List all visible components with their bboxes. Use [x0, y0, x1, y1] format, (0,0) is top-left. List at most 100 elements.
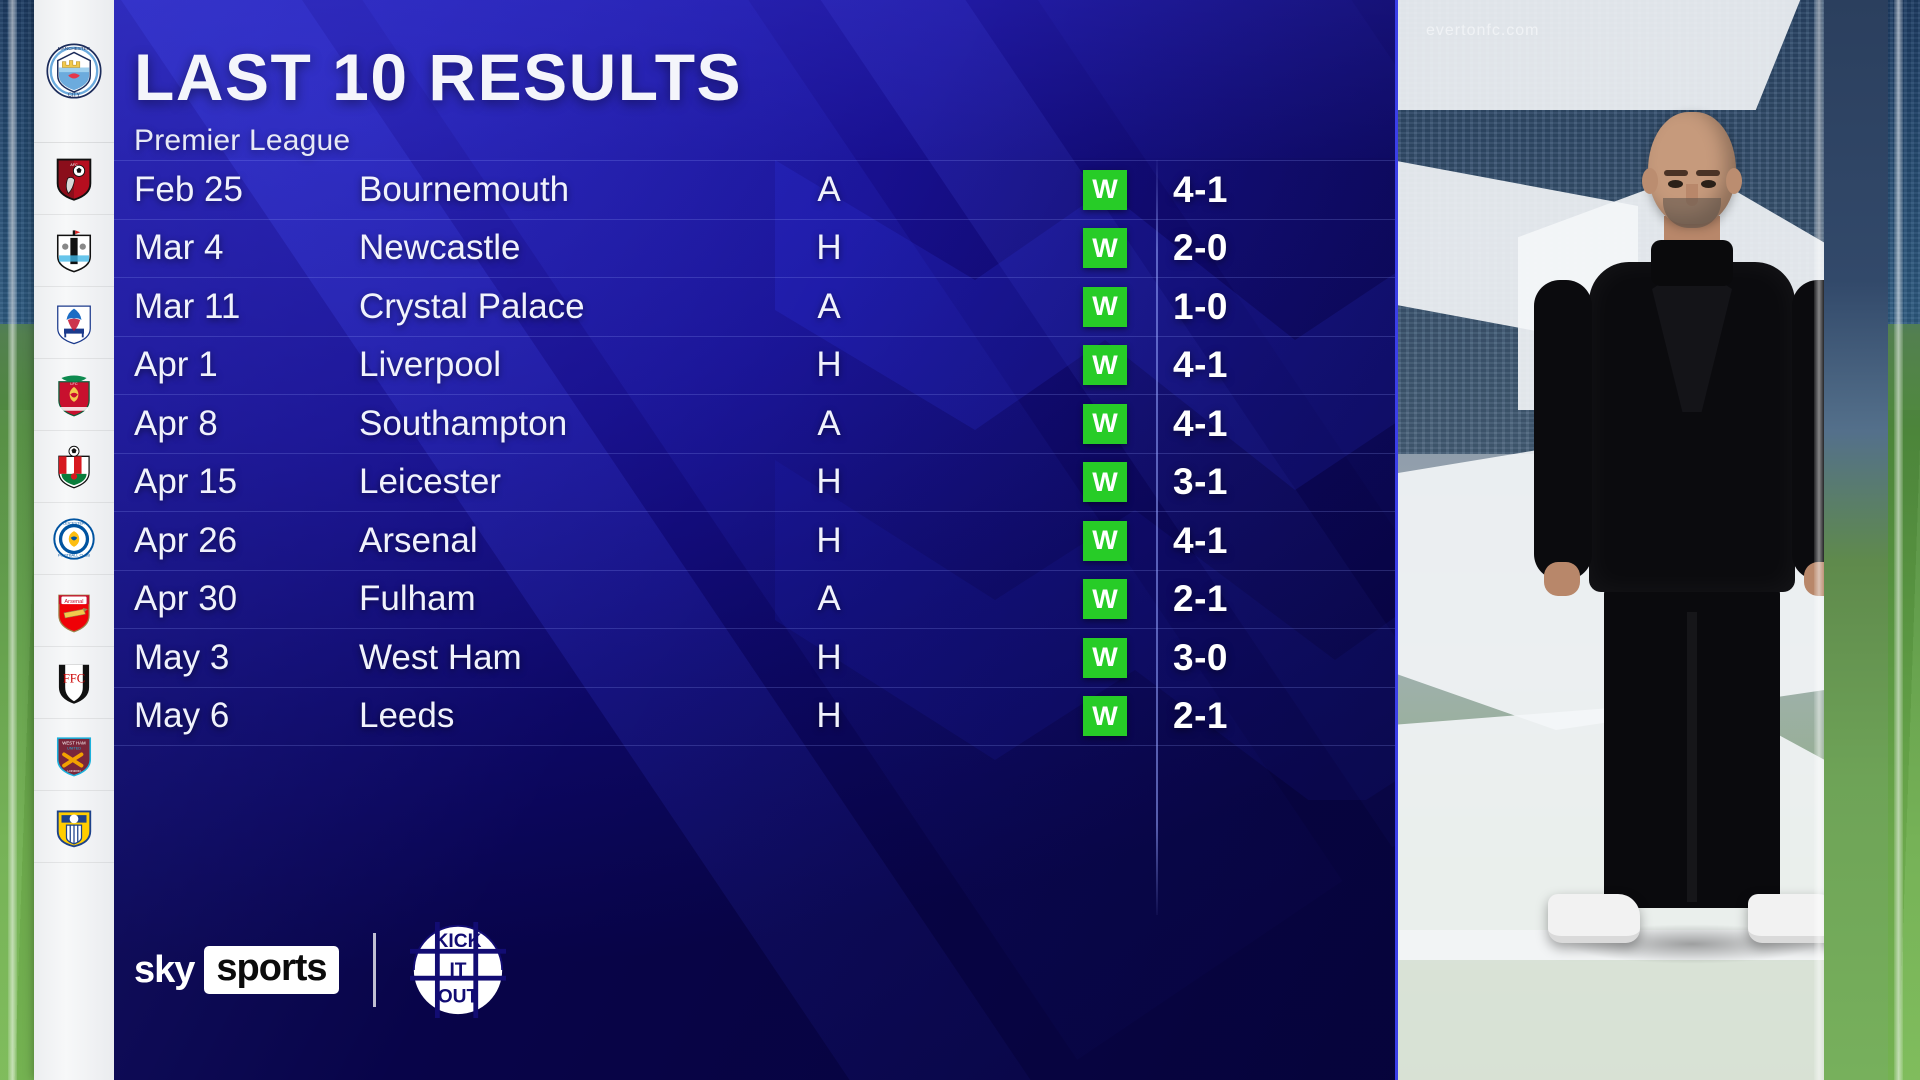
figure-arm-left — [1534, 280, 1592, 580]
manager-photo-panel: evertonfc.com — [1395, 0, 1888, 1080]
rail-item-opponent-5[interactable] — [34, 431, 114, 503]
figure-eye-left — [1668, 180, 1683, 188]
cell-date: Apr 15 — [134, 462, 238, 502]
cell-venue: H — [816, 345, 842, 385]
rail-item-opponent-6[interactable]: LEICESTER FOOTBALL CLUB — [34, 503, 114, 575]
table-row[interactable]: May 6 Leeds H W 2-1 — [114, 686, 1395, 746]
table-row[interactable]: Mar 11 Crystal Palace A W 1-0 — [114, 277, 1395, 336]
sky-wordmark: sky — [134, 948, 195, 991]
cell-date: May 6 — [134, 696, 230, 736]
figure-shoe-left — [1548, 894, 1640, 943]
table-row[interactable]: Feb 25 Bournemouth A W 4-1 — [114, 160, 1395, 219]
photo-glass-edge — [1814, 0, 1824, 1080]
result-badge: W — [1083, 286, 1127, 327]
cell-venue: H — [816, 696, 842, 736]
cell-result: W — [1065, 403, 1145, 444]
stadium-post-left — [8, 0, 17, 1080]
svg-text:FOOTBALL CLUB: FOOTBALL CLUB — [58, 552, 90, 557]
figure-hand-left — [1544, 562, 1580, 596]
cell-date: Mar 4 — [134, 228, 224, 268]
rail-item-opponent-7[interactable]: Arsenal — [34, 575, 114, 647]
cell-score: 4-1 — [1173, 168, 1228, 210]
cell-date: Feb 25 — [134, 169, 243, 209]
cell-venue: A — [817, 169, 841, 209]
rail-item-opponent-1[interactable]: AFC — [34, 143, 114, 215]
photo-right-strip — [1824, 0, 1888, 1080]
svg-text:CITY: CITY — [68, 93, 80, 99]
cell-date: Mar 11 — [134, 286, 241, 326]
cell-venue: H — [816, 228, 842, 268]
cell-score: 1-0 — [1173, 285, 1228, 327]
cell-result: W — [1065, 696, 1145, 737]
cell-result: W — [1065, 462, 1145, 503]
cell-score: 2-1 — [1173, 578, 1228, 620]
table-row[interactable]: Apr 15 Leicester H W 3-1 — [114, 452, 1395, 512]
southampton-crest — [58, 445, 90, 488]
cell-opponent: Newcastle — [359, 228, 521, 268]
cell-date: May 3 — [134, 637, 230, 677]
panel-header: LAST 10 RESULTS Premier League — [134, 44, 742, 158]
liverpool-crest: LFC — [58, 375, 90, 416]
figure-head — [1642, 112, 1742, 228]
cell-score: 4-1 — [1173, 519, 1228, 561]
rail-item-opponent-3[interactable] — [34, 287, 114, 359]
table-row[interactable]: May 3 West Ham H W 3-0 — [114, 628, 1395, 687]
cell-opponent: Leeds — [359, 696, 455, 736]
team-crest-rail: MANCHESTER CITY AFC — [34, 0, 114, 1080]
table-row[interactable]: Apr 30 Fulham A W 2-1 — [114, 569, 1395, 629]
figure-turtleneck — [1651, 240, 1733, 286]
figure-leg-split — [1687, 612, 1697, 902]
arsenal-crest: Arsenal — [58, 594, 90, 632]
newcastle-crest — [56, 229, 92, 272]
logo-divider — [372, 933, 376, 1007]
cell-venue: A — [817, 579, 841, 619]
rail-item-home-crest[interactable]: MANCHESTER CITY — [34, 0, 114, 143]
sports-wordmark: sports — [204, 946, 339, 994]
manager-portrait — [1534, 112, 1850, 1012]
results-panel: LAST 10 RESULTS Premier League Feb 25 Bou… — [114, 0, 1395, 1080]
rail-item-opponent-9[interactable]: WEST HAM UNITED LONDON — [34, 719, 114, 791]
cell-score: 3-1 — [1173, 461, 1228, 503]
column-divider — [1156, 160, 1158, 915]
table-row[interactable]: Mar 4 Newcastle H W 2-0 — [114, 218, 1395, 278]
figure-eye-right — [1701, 180, 1716, 188]
rail-item-opponent-8[interactable]: FFC — [34, 647, 114, 719]
cell-opponent: Arsenal — [359, 520, 478, 560]
cell-score: 2-1 — [1173, 695, 1228, 737]
cell-opponent: West Ham — [359, 637, 522, 677]
fulham-crest: FFC — [58, 664, 90, 704]
rail-item-opponent-10[interactable] — [34, 791, 114, 863]
stadium-post-right — [1894, 0, 1903, 1080]
rail-item-opponent-4[interactable]: LFC — [34, 359, 114, 431]
figure-ear-right — [1726, 168, 1742, 194]
cell-opponent: Crystal Palace — [359, 286, 585, 326]
cell-venue: A — [817, 403, 841, 443]
sky-sports-logo: sky sports — [134, 946, 339, 994]
svg-text:LFC: LFC — [70, 381, 77, 385]
result-badge: W — [1083, 345, 1127, 386]
result-badge: W — [1083, 228, 1127, 269]
cell-score: 4-1 — [1173, 344, 1228, 386]
cell-result: W — [1065, 345, 1145, 386]
cell-opponent: Leicester — [359, 462, 502, 502]
cell-result: W — [1065, 579, 1145, 620]
rail-spacer — [34, 863, 114, 1013]
result-badge: W — [1083, 520, 1127, 561]
table-row[interactable]: Apr 1 Liverpool H W 4-1 — [114, 335, 1395, 395]
svg-text:WEST HAM: WEST HAM — [62, 740, 86, 745]
cell-result: W — [1065, 520, 1145, 561]
table-row[interactable]: Apr 8 Southampton A W 4-1 — [114, 394, 1395, 453]
cell-result: W — [1065, 637, 1145, 678]
manchester-city-crest: MANCHESTER CITY — [46, 43, 102, 99]
svg-text:MANCHESTER: MANCHESTER — [58, 46, 91, 51]
kio-line-2: IT — [449, 960, 466, 981]
svg-text:Arsenal: Arsenal — [64, 598, 83, 604]
rail-item-opponent-2[interactable] — [34, 215, 114, 287]
result-badge: W — [1083, 696, 1127, 737]
result-badge: W — [1083, 169, 1127, 210]
table-row[interactable]: Apr 26 Arsenal H W 4-1 — [114, 511, 1395, 570]
cell-result: W — [1065, 228, 1145, 269]
svg-text:LONDON: LONDON — [67, 768, 80, 772]
results-table: Feb 25 Bournemouth A W 4-1 Mar 4 Newcastle H W 2-… — [114, 160, 1395, 746]
cell-score: 3-0 — [1173, 636, 1228, 678]
